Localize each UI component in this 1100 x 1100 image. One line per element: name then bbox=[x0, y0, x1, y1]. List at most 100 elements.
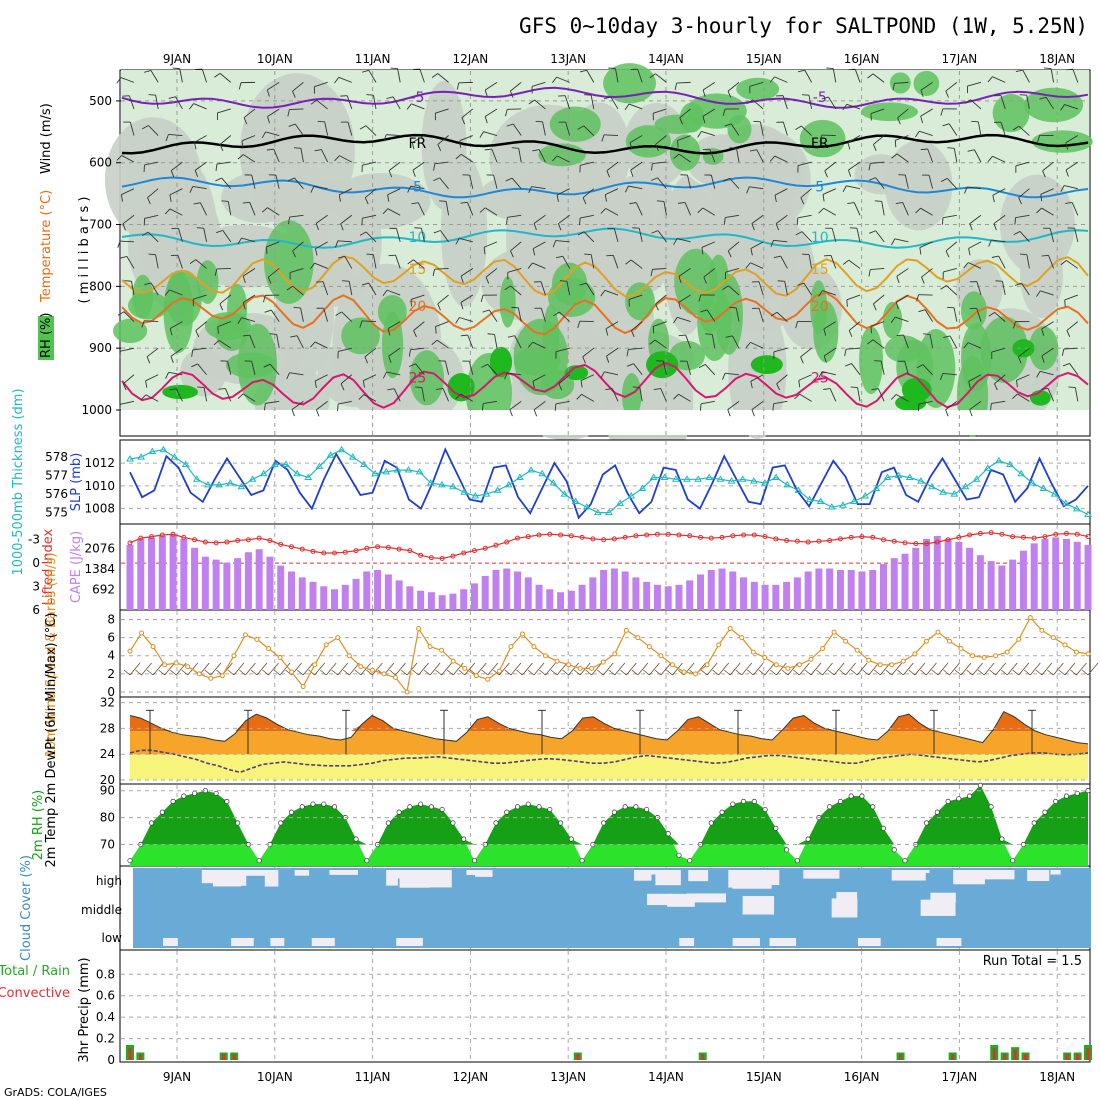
thickness-point bbox=[315, 462, 324, 469]
wind-barb bbox=[703, 268, 716, 278]
wind-barb-flag bbox=[413, 330, 417, 338]
wind10m-barb-flag bbox=[793, 669, 800, 676]
wind-barb-flag bbox=[219, 303, 224, 311]
rh-blob bbox=[697, 285, 732, 361]
wind-barb-flag bbox=[988, 312, 995, 317]
wind10m-point bbox=[139, 630, 145, 636]
wind10m-axis-label: 10m Wind Speed & Barbs (m/s) bbox=[44, 553, 59, 758]
wind-barb bbox=[606, 161, 619, 172]
wind10m-point bbox=[900, 658, 906, 664]
isotherm-line bbox=[121, 291, 1089, 336]
wind10m-barb bbox=[245, 662, 256, 676]
wind-barb bbox=[678, 294, 691, 303]
rh2m-point bbox=[794, 858, 800, 864]
cape-bar bbox=[740, 577, 748, 610]
wind-barb bbox=[421, 228, 425, 242]
wind-barb bbox=[445, 201, 450, 216]
rh2m-point bbox=[439, 806, 445, 813]
wind-barb-flag bbox=[921, 276, 925, 284]
wind-barb-flag bbox=[237, 237, 242, 245]
wind-barb bbox=[630, 161, 643, 171]
wind-barb-flag bbox=[481, 403, 484, 411]
surface-strip bbox=[121, 410, 1089, 435]
wind-barb-flag bbox=[818, 207, 824, 214]
wind-barb bbox=[581, 393, 595, 402]
wind-barb-flag bbox=[1060, 260, 1067, 266]
wind-barb bbox=[269, 363, 280, 376]
thickness-point bbox=[527, 466, 535, 473]
wind-barb-flag bbox=[117, 240, 121, 248]
wind-barb bbox=[1049, 228, 1055, 242]
wind-barb-flag bbox=[891, 238, 896, 246]
cape-bar bbox=[309, 581, 317, 610]
wind-barb bbox=[657, 230, 667, 243]
wind-barb bbox=[605, 208, 619, 216]
rh-blob bbox=[447, 373, 475, 402]
wind-barb bbox=[461, 108, 474, 119]
wind-barb bbox=[655, 294, 667, 305]
wind-barb bbox=[439, 177, 449, 189]
cape-bar bbox=[718, 568, 726, 610]
rh2m-point bbox=[956, 796, 962, 802]
wind-tick-label: 6 bbox=[107, 631, 115, 645]
wind-barb bbox=[579, 214, 594, 219]
rh2m-point bbox=[988, 804, 994, 810]
wind-barb bbox=[920, 81, 933, 91]
precip-tick-label: 0.2 bbox=[96, 1032, 115, 1046]
wind-barb-flag bbox=[189, 186, 194, 194]
wind-barb-flag bbox=[1068, 386, 1076, 389]
rh-shading bbox=[104, 63, 1093, 471]
wind-barb-flag bbox=[557, 223, 562, 231]
wind-barb-flag bbox=[169, 328, 173, 336]
cloud-gap bbox=[831, 898, 858, 918]
wind-barb bbox=[630, 259, 643, 269]
wind10m-barb-flag bbox=[1000, 669, 1008, 676]
wind-barb-flag bbox=[261, 131, 267, 139]
li-point bbox=[1074, 531, 1080, 537]
wind-barb-flag bbox=[191, 349, 194, 357]
wind-barb-flag bbox=[431, 73, 439, 78]
wind-barb bbox=[974, 149, 982, 163]
wind-barb-flag bbox=[310, 186, 315, 193]
wind10m-point bbox=[831, 629, 837, 635]
thickness-point bbox=[504, 480, 513, 488]
wind-barb-flag bbox=[459, 140, 461, 148]
wind-barb bbox=[555, 347, 570, 353]
wind-barb-flag bbox=[290, 335, 298, 338]
wind-barb bbox=[823, 321, 837, 330]
wind-barb-flag bbox=[920, 89, 924, 97]
wind-barb bbox=[610, 96, 619, 110]
upper-air-wind-barbs bbox=[116, 67, 1079, 417]
wind-barb bbox=[145, 394, 159, 402]
date-label-bottom: 17JAN bbox=[942, 1070, 978, 1084]
wind-barb bbox=[992, 155, 1006, 163]
wind-barb-flag bbox=[243, 117, 248, 125]
wind-barb bbox=[323, 308, 329, 322]
wind-barb-flag bbox=[1014, 217, 1017, 225]
wind10m-point bbox=[704, 662, 710, 668]
wind-barb-flag bbox=[170, 356, 174, 363]
wind-barb-flag bbox=[777, 280, 785, 282]
rh2m-point bbox=[299, 804, 305, 810]
thickness-point bbox=[727, 477, 736, 484]
li-point bbox=[708, 535, 714, 541]
wind10m-barb bbox=[256, 662, 268, 676]
wind-barb-flag bbox=[264, 403, 266, 411]
wind-barb bbox=[929, 334, 934, 349]
thickness-point bbox=[393, 466, 402, 473]
cloud-gap bbox=[264, 870, 279, 887]
wind-barb-flag bbox=[334, 77, 340, 84]
wind-barb bbox=[676, 238, 691, 243]
wind-barb-flag bbox=[558, 383, 563, 391]
wind10m-barb-flag bbox=[1024, 669, 1031, 676]
thickness-point bbox=[371, 469, 379, 477]
wind-barb-flag bbox=[479, 207, 486, 213]
wind-barb-flag bbox=[556, 194, 559, 202]
li-point bbox=[999, 531, 1005, 537]
wind-barb bbox=[291, 400, 304, 410]
rh2m-point bbox=[977, 782, 983, 788]
li-point bbox=[353, 548, 359, 554]
wind-barb bbox=[702, 81, 716, 91]
wind-barb bbox=[364, 347, 377, 358]
rh2m-point bbox=[461, 836, 467, 842]
